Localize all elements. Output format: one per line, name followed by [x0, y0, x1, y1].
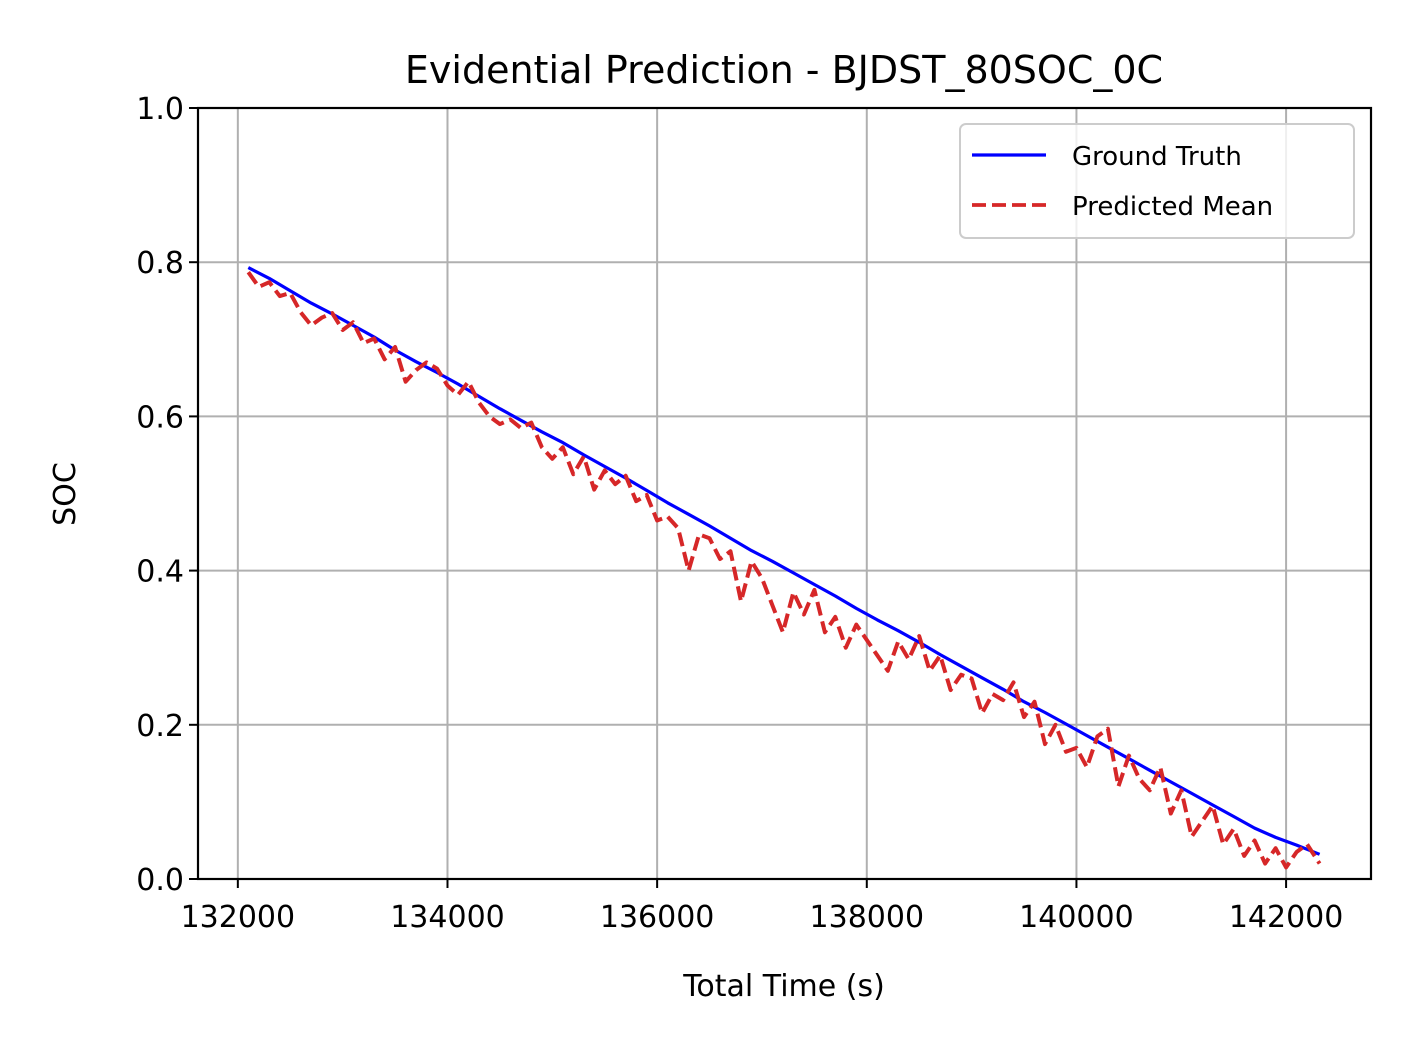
y-tick-label: 0.0 — [136, 863, 184, 898]
y-tick-label: 0.6 — [136, 400, 184, 435]
series-line-ground-truth — [247, 266, 1321, 856]
grid — [198, 107, 1371, 880]
x-tick-label: 132000 — [181, 900, 296, 935]
legend-label-predicted-mean: Predicted Mean — [1072, 192, 1273, 222]
series-line-predicted-mean — [246, 271, 1322, 870]
x-tick-label: 140000 — [1019, 900, 1134, 935]
x-tick-label: 136000 — [600, 900, 715, 935]
chart-title: Evidential Prediction - BJDST_80SOC_0C — [405, 48, 1163, 92]
y-axis-label: SOC — [48, 462, 83, 526]
x-axis-label: Total Time (s) — [682, 969, 885, 1004]
legend-label-ground-truth: Ground Truth — [1072, 142, 1242, 172]
x-tick-label: 142000 — [1229, 900, 1344, 935]
legend: Ground Truth Predicted Mean — [959, 123, 1355, 239]
plot-frame — [196, 106, 1373, 881]
y-tick-label: 0.2 — [136, 709, 184, 744]
y-tick-label: 0.8 — [136, 246, 184, 281]
x-tick-label: 134000 — [390, 900, 505, 935]
y-tick-label: 1.0 — [136, 92, 184, 127]
x-tick-label: 138000 — [810, 900, 925, 935]
legend-box — [959, 123, 1355, 239]
ticks: 132000 134000 136000 138000 140000 142000 0.0 0… — [136, 92, 1343, 935]
y-tick-label: 0.4 — [136, 555, 184, 590]
series-group — [246, 266, 1322, 870]
